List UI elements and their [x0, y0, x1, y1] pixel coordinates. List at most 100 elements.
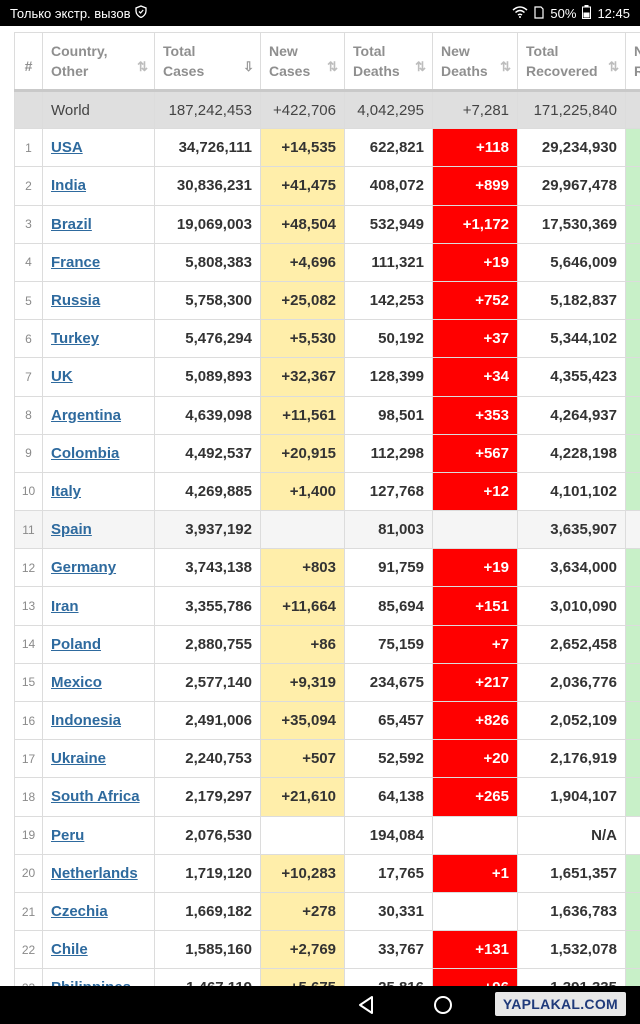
rank-cell: 4: [14, 242, 43, 282]
country-link[interactable]: Russia: [51, 292, 101, 310]
new-deaths-cell: +826: [432, 700, 518, 741]
new-cases-cell: +1,400: [260, 471, 345, 512]
header-total-deaths[interactable]: Total Deaths ⇅: [344, 32, 433, 92]
new-cases-cell: +48,504: [260, 204, 345, 244]
new-cases-cell: +9,319: [260, 662, 345, 703]
new-deaths-cell: +19: [432, 548, 518, 588]
country-link[interactable]: Spain: [51, 521, 92, 539]
next-column-cell: [625, 280, 640, 321]
country-cell: Italy: [42, 471, 155, 512]
total-recovered-cell: 3,010,090: [517, 586, 626, 626]
next-column-cell: [625, 548, 640, 588]
country-link[interactable]: Netherlands: [51, 864, 138, 882]
table-row: 4 France 5,808,383 +4,696 111,321 +19 5,646,00…: [14, 242, 640, 282]
total-deaths-cell: 532,949: [344, 204, 433, 244]
country-link[interactable]: UK: [51, 368, 73, 386]
country-link[interactable]: Poland: [51, 635, 102, 653]
country-link[interactable]: South Africa: [51, 788, 140, 806]
total-cases-cell: 30,836,231: [154, 166, 261, 206]
new-cases-cell: +10,283: [260, 853, 345, 893]
total-recovered-cell: 4,228,198: [517, 433, 626, 473]
home-button[interactable]: [429, 991, 457, 1019]
country-link[interactable]: Chile: [51, 941, 88, 959]
new-deaths-cell: +118: [432, 128, 518, 168]
header-new-cases[interactable]: New Cases ⇅: [260, 32, 345, 92]
sort-icon: ⇅: [608, 59, 619, 74]
next-column-cell: [625, 968, 640, 986]
country-link[interactable]: India: [51, 177, 87, 195]
country-link[interactable]: Czechia: [51, 903, 108, 921]
country-link[interactable]: Germany: [51, 559, 117, 577]
rank-cell: 19: [14, 815, 43, 855]
new-cases-cell: +278: [260, 891, 345, 932]
table-row: 22 Chile 1,585,160 +2,769 33,767 +131 1,532,07…: [14, 930, 640, 970]
total-deaths-cell: 111,321: [344, 242, 433, 282]
world-label: World: [42, 89, 155, 130]
rank-cell: 1: [14, 128, 43, 168]
total-deaths-cell: 30,331: [344, 891, 433, 932]
covid-table-container[interactable]: # Country, Other ⇅ Total Cases ⇩ New Cas…: [0, 26, 640, 986]
table-row: 16 Indonesia 2,491,006 +35,094 65,457 +826 2,0…: [14, 700, 640, 741]
rank-cell: 9: [14, 433, 43, 473]
total-cases-cell: 2,880,755: [154, 624, 261, 664]
next-column-cell: [625, 357, 640, 397]
country-link[interactable]: Iran: [51, 597, 79, 615]
new-cases-cell: +803: [260, 548, 345, 588]
country-cell: UK: [42, 357, 155, 397]
new-cases-cell: [260, 815, 345, 855]
total-recovered-cell: 29,234,930: [517, 128, 626, 168]
total-cases-cell: 2,240,753: [154, 739, 261, 779]
header-total-recovered[interactable]: Total Recovered ⇅: [517, 32, 626, 92]
shield-icon: [135, 5, 148, 21]
header-total-cases[interactable]: Total Cases ⇩: [154, 32, 261, 92]
header-new-deaths[interactable]: New Deaths ⇅: [432, 32, 518, 92]
back-button[interactable]: [352, 991, 380, 1019]
total-recovered-cell: 4,355,423: [517, 357, 626, 397]
new-cases-cell: +32,367: [260, 357, 345, 397]
country-cell: Philippines: [42, 968, 155, 986]
new-deaths-cell: +151: [432, 586, 518, 626]
country-link[interactable]: Philippines: [51, 979, 131, 986]
new-cases-cell: +11,561: [260, 395, 345, 435]
new-cases-cell: +2,769: [260, 930, 345, 970]
country-link[interactable]: Indonesia: [51, 712, 122, 730]
total-recovered-cell: 1,391,335: [517, 968, 626, 986]
country-link[interactable]: Italy: [51, 482, 82, 500]
country-cell: Colombia: [42, 433, 155, 473]
country-link[interactable]: Argentina: [51, 406, 122, 424]
country-link[interactable]: France: [51, 253, 101, 271]
country-link[interactable]: USA: [51, 139, 83, 157]
table-row: 11 Spain 3,937,192 81,003 3,635,907: [14, 510, 640, 550]
table-row: 14 Poland 2,880,755 +86 75,159 +7 2,652,458: [14, 624, 640, 664]
header-country[interactable]: Country, Other ⇅: [42, 32, 155, 92]
new-cases-cell: +11,664: [260, 586, 345, 626]
total-deaths-cell: 75,159: [344, 624, 433, 664]
country-link[interactable]: Peru: [51, 826, 85, 844]
country-link[interactable]: Brazil: [51, 215, 92, 233]
new-deaths-cell: [432, 815, 518, 855]
total-cases-cell: 1,467,119: [154, 968, 261, 986]
country-link[interactable]: Mexico: [51, 673, 102, 691]
new-cases-cell: +35,094: [260, 700, 345, 741]
total-cases-cell: 5,476,294: [154, 319, 261, 359]
header-next-column[interactable]: N R: [625, 32, 640, 92]
total-deaths-cell: 194,084: [344, 815, 433, 855]
rank-cell: 5: [14, 280, 43, 321]
table-row: 2 India 30,836,231 +41,475 408,072 +899 29,967…: [14, 166, 640, 206]
country-link[interactable]: Ukraine: [51, 750, 107, 768]
table-row: 18 South Africa 2,179,297 +21,610 64,138 +265…: [14, 777, 640, 817]
header-rank[interactable]: #: [14, 32, 43, 92]
total-cases-cell: 1,669,182: [154, 891, 261, 932]
total-recovered-cell: 2,176,919: [517, 739, 626, 779]
total-recovered-cell: 3,635,907: [517, 510, 626, 550]
new-deaths-cell: +567: [432, 433, 518, 473]
total-recovered-cell: 1,904,107: [517, 777, 626, 817]
total-cases-cell: 3,743,138: [154, 548, 261, 588]
country-link[interactable]: Turkey: [51, 330, 100, 348]
next-column-cell: [625, 624, 640, 664]
total-recovered-cell: 1,651,357: [517, 853, 626, 893]
country-link[interactable]: Colombia: [51, 444, 120, 462]
new-cases-cell: +5,530: [260, 319, 345, 359]
world-total-deaths: 4,042,295: [344, 89, 433, 130]
total-recovered-cell: 29,967,478: [517, 166, 626, 206]
